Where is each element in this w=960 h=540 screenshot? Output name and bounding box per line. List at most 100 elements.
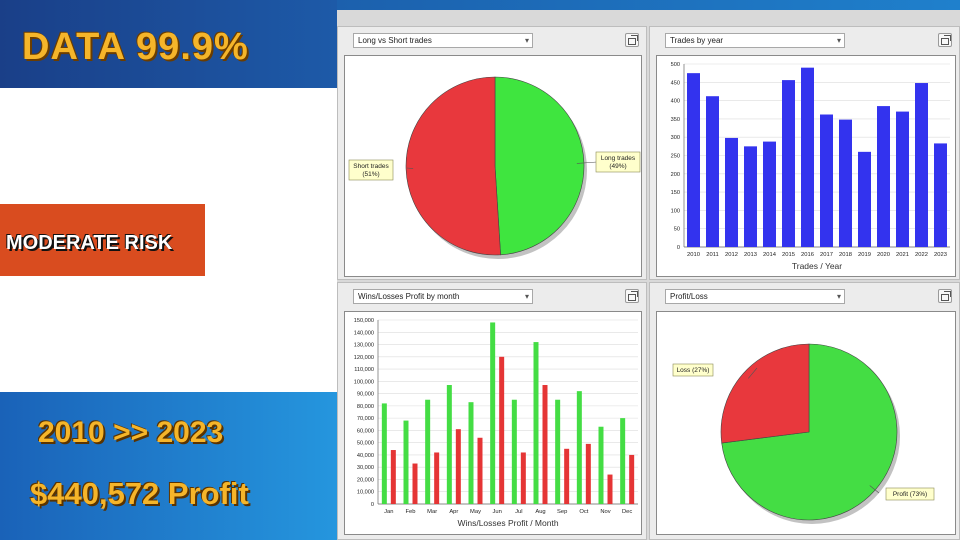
wl-x-tick-label: Oct <box>579 509 588 515</box>
ty-x-tick-label: 2021 <box>896 252 909 258</box>
wl-x-tick-label: Feb <box>406 509 416 515</box>
ty-x-tick-label: 2022 <box>915 252 928 258</box>
wins-losses-bar-chart: 0 10,000 20,000 30,000 40,000 50,000 60,000 70,… <box>344 311 642 535</box>
ty-y-tick-label: 0 <box>677 245 680 251</box>
chart-type-dropdown[interactable]: Wins/Losses Profit by month ▾ <box>353 289 533 304</box>
ls-slice-label-0-0: Long trades <box>601 155 636 162</box>
ls-slice-label-1-1: (51%) <box>362 171 379 178</box>
wl-x-tick-label: Nov <box>600 509 610 515</box>
chevron-down-icon: ▾ <box>836 292 841 301</box>
chart-type-dropdown[interactable]: Profit/Loss ▾ <box>665 289 845 304</box>
wl-y-tick-label: 0 <box>371 502 374 508</box>
ty-bar <box>744 146 757 247</box>
ty-bar <box>858 151 871 247</box>
ty-x-tick-label: 2012 <box>725 252 738 258</box>
wl-y-tick-label: 90,000 <box>357 392 374 398</box>
wl-bar <box>598 426 604 504</box>
dropdown-value: Wins/Losses Profit by month <box>358 292 460 301</box>
ty-y-tick-label: 150 <box>671 190 680 196</box>
wl-x-tick-label: Jun <box>492 509 501 515</box>
wl-bar <box>620 418 626 504</box>
ty-x-tick-label: 2013 <box>744 252 757 258</box>
ls-slice-0 <box>494 76 585 256</box>
chart-type-dropdown[interactable]: Long vs Short trades ▾ <box>353 33 533 48</box>
long-short-pie-chart: Long trades(49%) Short trades(51%) <box>344 55 642 277</box>
chart-type-dropdown[interactable]: Trades by year ▾ <box>665 33 845 48</box>
pl-slice-0 <box>721 343 898 521</box>
dropdown-value: Trades by year <box>670 36 724 45</box>
maximize-icon[interactable] <box>938 33 952 47</box>
wl-y-tick-label: 50,000 <box>357 441 374 447</box>
wl-bar <box>555 399 561 504</box>
pl-label-box-1 <box>672 363 714 377</box>
wl-bar <box>520 452 526 504</box>
ty-bar <box>896 111 909 247</box>
ty-bar <box>782 80 795 247</box>
ty-y-tick-label: 50 <box>674 227 680 233</box>
wl-x-tick-label: Aug <box>535 509 545 515</box>
ty-bar <box>820 114 833 247</box>
wl-bar <box>542 385 548 504</box>
wl-y-tick-label: 70,000 <box>357 416 374 422</box>
wl-x-tick-label: Mar <box>427 509 437 515</box>
wl-bar <box>468 402 474 504</box>
dashboard-window: Long vs Short trades ▾ Long trades (49%) S… <box>337 10 960 540</box>
ty-bar <box>763 141 776 247</box>
ls-label-leader-0 <box>576 161 598 164</box>
wl-bar <box>446 385 452 504</box>
ls-label-box-0 <box>595 151 641 173</box>
wl-bar <box>381 403 387 504</box>
maximize-icon[interactable] <box>625 289 639 303</box>
wl-bar <box>533 342 539 504</box>
ty-y-tick-label: 450 <box>671 80 680 86</box>
ty-y-tick-label: 100 <box>671 208 680 214</box>
wl-bar <box>629 454 635 504</box>
wl-y-tick-label: 110,000 <box>354 367 374 373</box>
wl-x-tick-label: Jul <box>515 509 522 515</box>
ty-bar <box>915 83 928 247</box>
wl-bar <box>412 463 418 504</box>
ty-x-tick-label: 2017 <box>820 252 833 258</box>
wl-x-axis-title: Wins/Losses Profit / Month <box>457 518 558 528</box>
ty-y-tick-label: 300 <box>671 135 680 141</box>
data-accuracy-banner: DATA 99.9% <box>0 0 337 88</box>
wl-x-tick-label: Apr <box>449 509 458 515</box>
pl-label-leader-0 <box>869 485 880 494</box>
ty-y-tick-label: 400 <box>671 99 680 105</box>
wl-bar <box>490 322 496 504</box>
maximize-icon[interactable] <box>625 33 639 47</box>
wl-x-tick-label: Dec <box>622 509 632 515</box>
ty-bar <box>687 73 700 248</box>
pl-label-leader-1 <box>748 367 758 379</box>
ty-x-tick-label: 2018 <box>839 252 852 258</box>
chevron-down-icon: ▾ <box>836 36 841 45</box>
wl-y-tick-label: 150,000 <box>354 318 374 324</box>
ls-label-leader-1 <box>406 167 414 169</box>
wl-x-tick-label: May <box>470 509 481 515</box>
ty-y-tick-label: 200 <box>671 172 680 178</box>
profit-banner: 2010 >> 2023 $440,572 Profit <box>0 392 337 540</box>
ty-y-tick-label: 350 <box>671 117 680 123</box>
wl-bar <box>403 420 409 504</box>
wl-bar <box>477 437 483 504</box>
ty-x-tick-label: 2019 <box>858 252 871 258</box>
maximize-icon[interactable] <box>938 289 952 303</box>
ty-x-tick-label: 2011 <box>706 252 718 258</box>
ty-x-tick-label: 2015 <box>782 252 795 258</box>
ty-x-tick-label: 2014 <box>763 252 777 258</box>
wl-bar <box>455 429 461 504</box>
profit-label: $440,572 Profit <box>30 476 249 511</box>
wl-y-tick-label: 40,000 <box>357 453 374 459</box>
wl-y-tick-label: 100,000 <box>354 379 374 385</box>
pl-label-box-0 <box>885 487 935 501</box>
ls-slice-label-0-1: (49%) <box>609 163 626 170</box>
wl-y-tick-label: 30,000 <box>357 465 374 471</box>
long-vs-short-panel: Long vs Short trades ▾ Long trades (49%) S… <box>337 26 647 280</box>
ls-slice-label-1-0: Short trades <box>353 163 389 170</box>
wl-bar <box>390 450 396 504</box>
profit-loss-panel: Profit/Loss ▾ Profit (73%) Loss (27%) <box>649 282 960 540</box>
ty-bar <box>877 106 890 247</box>
pl-slice-1 <box>720 343 810 444</box>
period-label: 2010 >> 2023 <box>38 416 224 449</box>
wl-bar <box>434 452 440 504</box>
